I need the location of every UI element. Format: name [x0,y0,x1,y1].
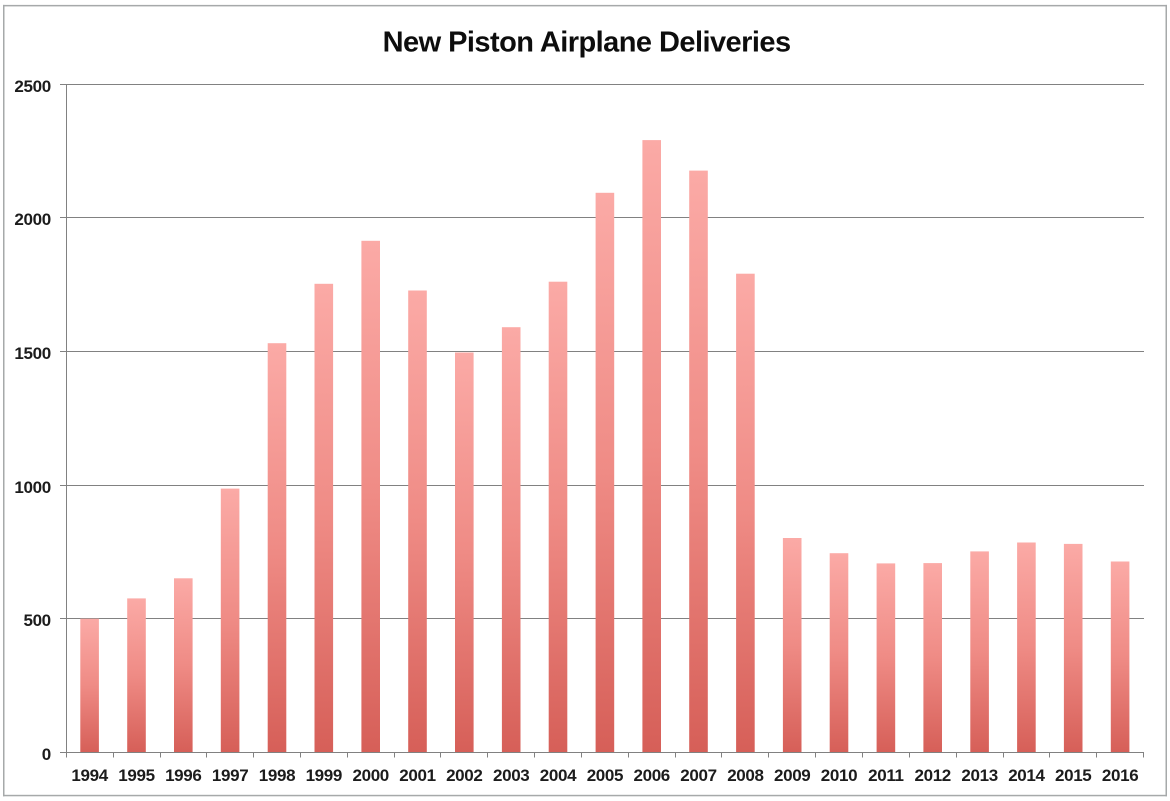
svg-text:2006: 2006 [633,766,669,785]
svg-text:2004: 2004 [540,766,577,785]
svg-text:1500: 1500 [14,344,50,363]
svg-text:2011: 2011 [868,766,903,785]
svg-text:2008: 2008 [727,766,763,785]
svg-text:1999: 1999 [306,766,342,785]
svg-text:2000: 2000 [14,210,50,229]
svg-text:2007: 2007 [680,766,716,785]
svg-text:2005: 2005 [587,766,623,785]
svg-text:2014: 2014 [1008,766,1045,785]
svg-text:2001: 2001 [399,766,435,785]
svg-text:0: 0 [42,745,51,764]
svg-text:1000: 1000 [14,478,50,497]
svg-text:1995: 1995 [118,766,154,785]
svg-text:2015: 2015 [1055,766,1091,785]
svg-text:2010: 2010 [821,766,857,785]
svg-text:2012: 2012 [914,766,950,785]
svg-text:2003: 2003 [493,766,529,785]
svg-text:2000: 2000 [352,766,388,785]
svg-text:2013: 2013 [961,766,997,785]
svg-text:New Piston Airplane Deliveries: New Piston Airplane Deliveries [383,27,791,59]
svg-text:2009: 2009 [774,766,810,785]
svg-text:500: 500 [23,611,50,630]
svg-text:2002: 2002 [446,766,482,785]
svg-text:2016: 2016 [1102,766,1138,785]
svg-text:2500: 2500 [14,77,50,96]
svg-text:1998: 1998 [259,766,295,785]
svg-text:1996: 1996 [165,766,201,785]
svg-text:1994: 1994 [71,766,108,785]
svg-text:1997: 1997 [212,766,248,785]
